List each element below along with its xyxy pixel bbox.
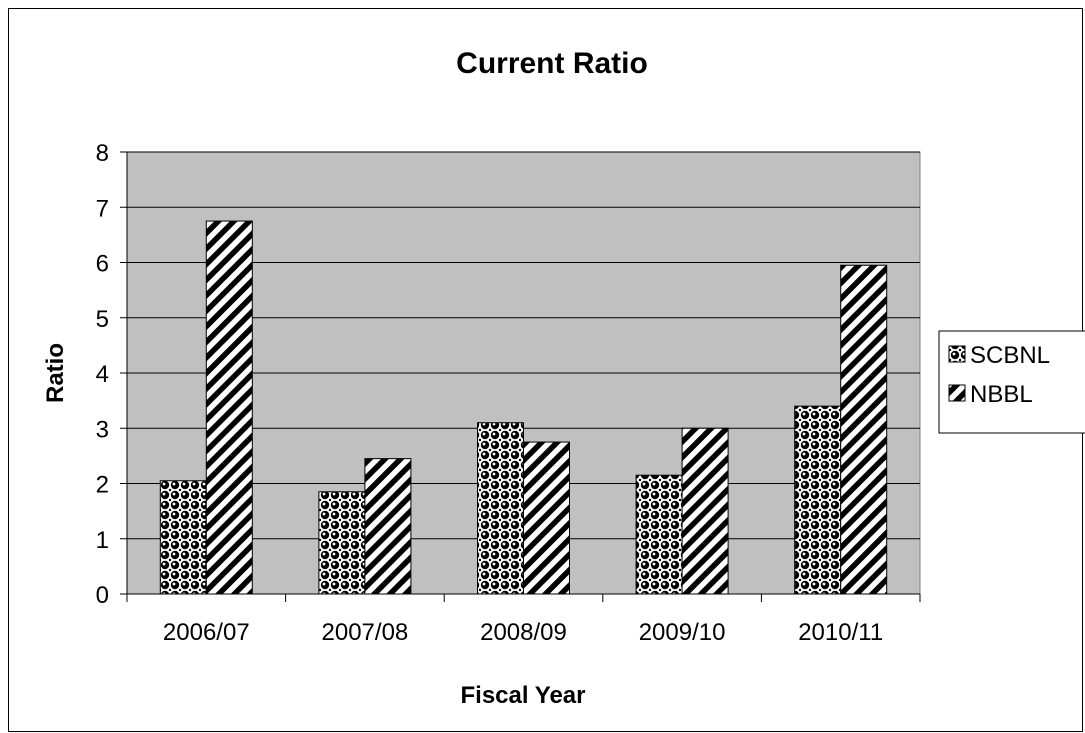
bar-nbbl-2009-10 xyxy=(681,427,729,595)
x-tick-label: 2010/11 xyxy=(798,619,883,646)
bar-nbbl-2007-08 xyxy=(364,458,412,595)
x-tick-label: 2009/10 xyxy=(639,619,726,646)
bar-nbbl-2008-09 xyxy=(523,441,570,595)
x-tick-label: 2008/09 xyxy=(480,619,567,646)
legend-swatch-nbbl xyxy=(948,384,966,402)
bar-scbnl-2008-09 xyxy=(477,422,524,595)
y-tick-label: 7 xyxy=(96,195,109,222)
y-tick-label: 8 xyxy=(96,140,109,167)
x-tick-label: 2007/08 xyxy=(322,619,409,646)
y-tick-label: 3 xyxy=(96,416,109,443)
bar-nbbl-2010-11 xyxy=(840,264,888,595)
bar-scbnl-2009-10 xyxy=(635,474,683,595)
bar-nbbl-2006-07 xyxy=(205,220,253,595)
y-tick-label: 1 xyxy=(96,527,109,554)
bar-scbnl-2007-08 xyxy=(318,491,366,595)
bars xyxy=(159,220,888,595)
legend-label-nbbl: NBBL xyxy=(970,381,1033,408)
x-tick-label: 2006/07 xyxy=(163,619,250,646)
legend: SCBNL NBBL xyxy=(938,330,1085,434)
y-tick-label: 4 xyxy=(96,361,109,388)
bar-scbnl-2010-11 xyxy=(794,405,842,595)
legend-swatch-scbnl xyxy=(948,345,966,363)
chart-title: Current Ratio xyxy=(456,47,648,80)
bar-scbnl-2006-07 xyxy=(159,480,207,595)
y-tick-label: 6 xyxy=(96,251,109,278)
axes: 0 1 2 3 4 5 6 7 8 2006/07 2007/08 2008/09 2009/10 201… xyxy=(96,140,921,646)
legend-label-scbnl: SCBNL xyxy=(970,342,1050,369)
y-tick-label: 2 xyxy=(96,472,109,499)
y-axis-title: Ratio xyxy=(42,343,69,403)
y-tick-label: 0 xyxy=(96,582,109,609)
y-tick-label: 5 xyxy=(96,306,109,333)
x-axis-title: Fiscal Year xyxy=(461,682,586,709)
